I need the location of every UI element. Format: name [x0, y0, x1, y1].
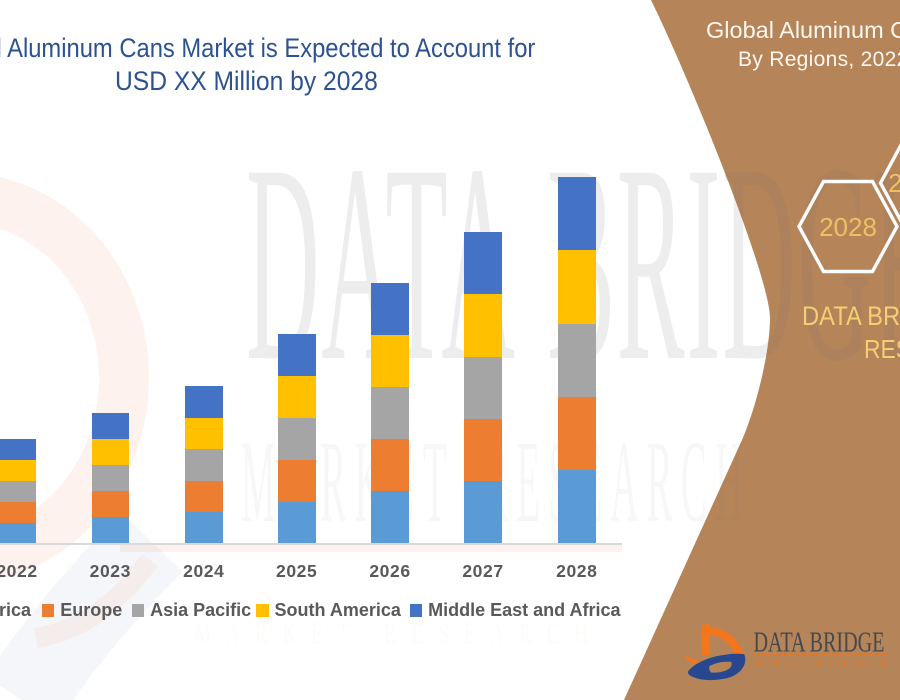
svg-text:2028: 2028 [819, 212, 877, 242]
svg-text:DATA BRIDGE: DATA BRIDGE [754, 627, 885, 658]
svg-text:MARKET RESEARCH: MARKET RESEARCH [755, 657, 890, 668]
svg-text:2029: 2029 [888, 168, 900, 198]
